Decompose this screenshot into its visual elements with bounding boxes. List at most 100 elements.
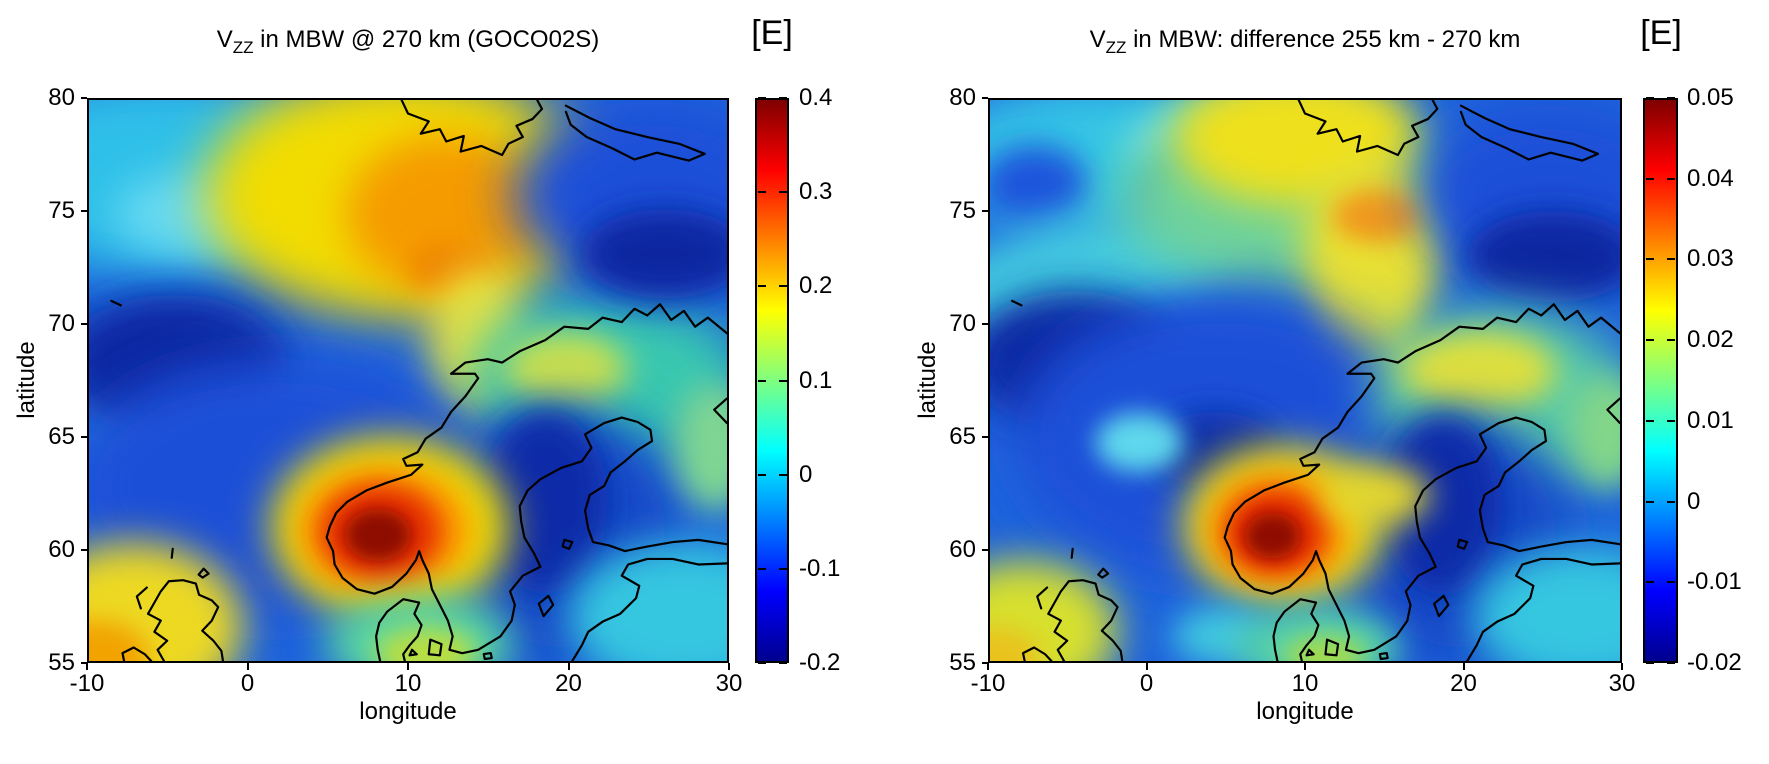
cb-tick-mark xyxy=(1667,500,1675,503)
heatmap-blobs xyxy=(990,100,1620,661)
cb-tick-mark xyxy=(1646,97,1654,99)
cb-tick-label: 0 xyxy=(1687,487,1701,515)
y-tick-mark xyxy=(982,97,988,99)
colorbar-unit-label: [E] xyxy=(1640,14,1682,52)
cb-tick-mark xyxy=(779,662,787,664)
y-tick-label: 70 xyxy=(949,310,976,337)
colorbar xyxy=(1643,98,1678,663)
y-tick-label: 70 xyxy=(48,310,75,337)
y-tick-label: 60 xyxy=(949,536,976,563)
colorbar-unit-label: [E] xyxy=(751,14,793,52)
cb-tick-mark xyxy=(779,473,787,476)
cb-tick-mark xyxy=(758,191,766,194)
x-tick-label: 30 xyxy=(1608,670,1636,697)
cb-tick-mark xyxy=(758,97,766,99)
cb-tick-label: -0.2 xyxy=(799,649,841,676)
cb-tick-label: 0 xyxy=(799,460,813,488)
cb-tick-mark xyxy=(1646,500,1654,503)
x-tick-label: 10 xyxy=(394,670,422,697)
title-text: in MBW: difference 255 km - 270 km xyxy=(1126,26,1521,53)
cb-tick-mark xyxy=(779,97,787,99)
cb-tick-mark xyxy=(779,567,787,570)
x-ticks: -10 0 10 20 30 xyxy=(971,663,1635,713)
cb-tick-label: 0.1 xyxy=(799,366,833,394)
y-tick-mark xyxy=(81,662,87,664)
title-text: in MBW @ 270 km (GOCO02S) xyxy=(253,26,600,53)
cb-tick-mark xyxy=(1667,662,1675,664)
y-tick-label: 80 xyxy=(48,84,75,111)
x-ticks: -10 0 10 20 30 xyxy=(70,663,742,713)
cb-tick-label: 0.4 xyxy=(799,84,833,111)
y-tick-mark xyxy=(982,662,988,664)
panel-title: VZZ in MBW @ 270 km (GOCO02S) xyxy=(87,26,729,58)
y-tick-mark xyxy=(982,549,988,551)
y-tick-label: 60 xyxy=(48,536,75,563)
x-axis-label: longitude xyxy=(359,698,457,725)
cb-tick-label: -0.01 xyxy=(1687,568,1742,596)
cb-tick-label: -0.02 xyxy=(1687,649,1742,676)
y-ticks: 80 75 70 65 60 55 xyxy=(908,84,988,676)
y-tick-mark xyxy=(81,549,87,551)
cb-tick-mark xyxy=(758,662,766,664)
cb-tick-mark xyxy=(1646,581,1654,584)
cb-tick-mark xyxy=(1667,258,1675,261)
heatmap-canvas xyxy=(89,100,727,661)
cb-tick-mark xyxy=(1667,419,1675,422)
y-ticks: 80 75 70 65 60 55 xyxy=(7,84,87,676)
map-panel-right xyxy=(988,98,1622,663)
y-tick-mark xyxy=(982,436,988,438)
y-tick-mark xyxy=(982,323,988,325)
cb-tick-mark xyxy=(779,191,787,194)
title-variable: V xyxy=(1089,26,1106,53)
colorbar-ticks: 0.05 0.04 0.03 0.02 0.01 0 -0.01 -0.02 xyxy=(1643,84,1769,676)
x-tick-mark xyxy=(1145,663,1148,670)
y-tick-mark xyxy=(81,323,87,325)
cb-tick-mark xyxy=(758,285,766,288)
cb-tick-label: 0.01 xyxy=(1687,406,1734,434)
panel-title: VZZ in MBW: difference 255 km - 270 km xyxy=(988,26,1622,58)
x-tick-label: -10 xyxy=(69,670,105,697)
heatmap-canvas xyxy=(990,100,1620,661)
cb-tick-mark xyxy=(1646,662,1654,664)
cb-tick-mark xyxy=(779,285,787,288)
x-tick-label: 0 xyxy=(240,670,255,697)
x-tick-label: 30 xyxy=(715,670,743,697)
x-tick-mark xyxy=(1304,663,1306,670)
cb-tick-mark xyxy=(1646,339,1654,342)
x-tick-mark xyxy=(728,663,730,670)
y-tick-label: 65 xyxy=(48,423,75,450)
x-tick-mark xyxy=(246,663,249,670)
cb-tick-label: 0.2 xyxy=(799,272,833,300)
title-subscript: ZZ xyxy=(1105,37,1127,57)
x-tick-label: -10 xyxy=(970,670,1006,697)
cb-tick-label: -0.1 xyxy=(799,554,841,582)
cb-tick-mark xyxy=(1646,419,1654,422)
y-tick-label: 55 xyxy=(949,649,976,676)
cb-tick-label: 0.3 xyxy=(799,178,833,206)
x-tick-mark xyxy=(987,663,989,670)
y-tick-mark xyxy=(81,210,87,212)
x-axis-label: longitude xyxy=(1256,698,1354,725)
cb-tick-mark xyxy=(779,379,787,382)
cb-tick-mark xyxy=(758,567,766,570)
heatmap-blobs xyxy=(89,100,727,661)
x-tick-mark xyxy=(86,663,88,670)
x-tick-mark xyxy=(567,663,570,670)
cb-tick-mark xyxy=(758,473,766,476)
cb-tick-label: 0.04 xyxy=(1687,164,1734,192)
title-subscript: ZZ xyxy=(232,37,254,57)
x-tick-mark xyxy=(407,663,409,670)
x-tick-label: 20 xyxy=(1450,670,1477,697)
map-panel-left xyxy=(87,98,729,663)
cb-tick-mark xyxy=(1667,581,1675,584)
x-tick-mark xyxy=(1462,663,1465,670)
y-tick-mark xyxy=(81,97,87,99)
y-tick-label: 80 xyxy=(949,84,976,111)
cb-tick-mark xyxy=(1667,177,1675,180)
y-tick-mark xyxy=(982,210,988,212)
cb-tick-mark xyxy=(1667,339,1675,342)
y-tick-label: 75 xyxy=(48,197,75,224)
x-tick-mark xyxy=(1621,663,1623,670)
cb-tick-mark xyxy=(1646,177,1654,180)
cb-tick-mark xyxy=(758,379,766,382)
